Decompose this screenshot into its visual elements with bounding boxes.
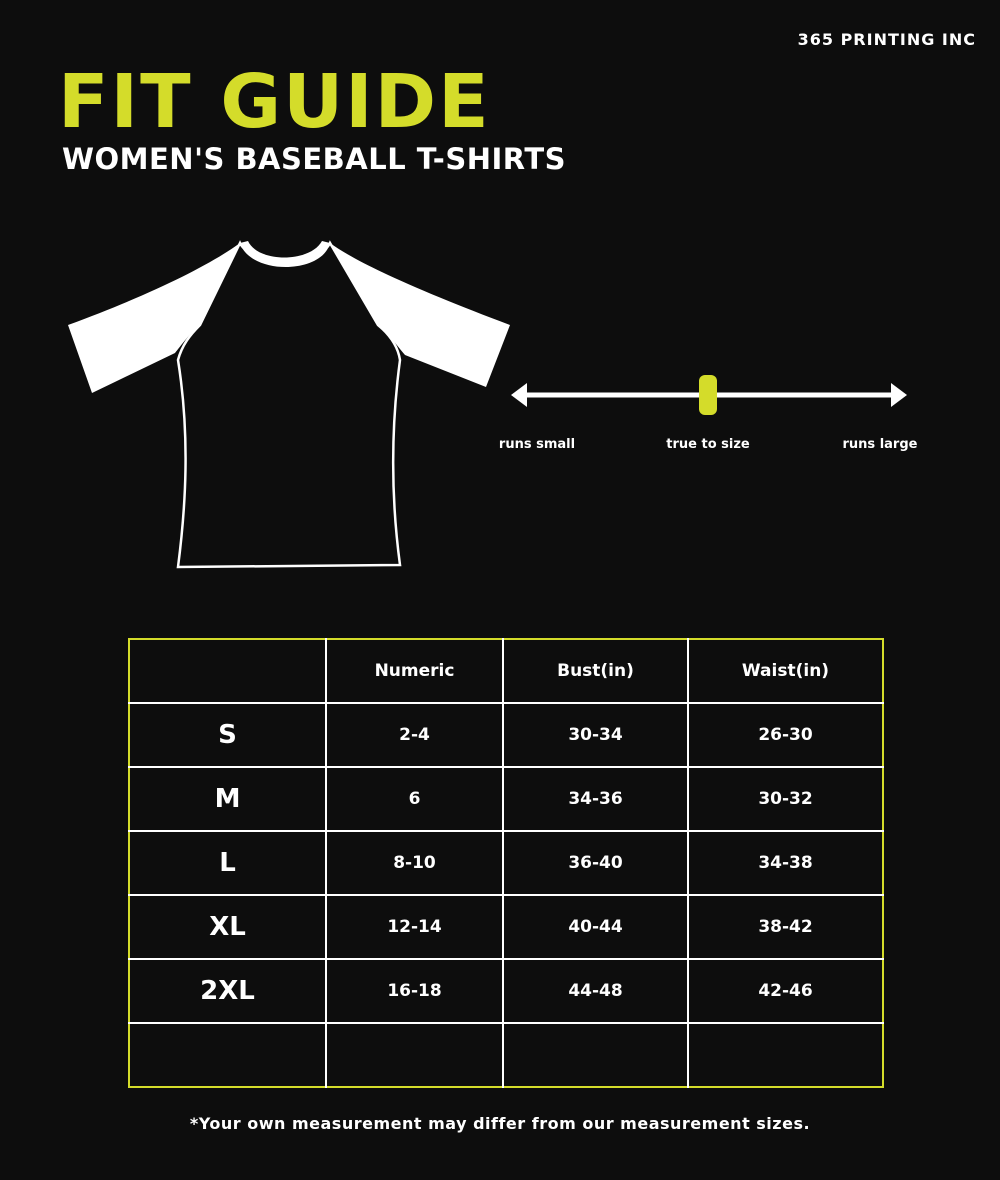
cell-waist: 30-32 bbox=[687, 766, 883, 832]
cell-bust bbox=[502, 1022, 689, 1087]
header-numeric: Numeric bbox=[325, 639, 504, 703]
table-row bbox=[129, 1022, 883, 1087]
cell-numeric: 6 bbox=[325, 766, 504, 832]
table-row: M 6 34-36 30-32 bbox=[129, 766, 883, 832]
table-row: L 8-10 36-40 34-38 bbox=[129, 830, 883, 896]
cell-waist: 42-46 bbox=[687, 958, 883, 1024]
cell-size: 2XL bbox=[129, 958, 327, 1024]
cell-numeric: 8-10 bbox=[325, 830, 504, 896]
cell-size bbox=[129, 1022, 327, 1087]
table-row: 2XL 16-18 44-48 42-46 bbox=[129, 958, 883, 1024]
collar bbox=[240, 241, 330, 267]
header-bust: Bust(in) bbox=[502, 639, 689, 703]
cell-bust: 44-48 bbox=[502, 958, 689, 1024]
cell-size: M bbox=[129, 766, 327, 832]
right-sleeve bbox=[330, 243, 510, 387]
header-waist: Waist(in) bbox=[687, 639, 883, 703]
cell-waist bbox=[687, 1022, 883, 1087]
label-runs-small: runs small bbox=[498, 437, 576, 452]
fit-scale-arrow bbox=[511, 375, 907, 415]
cell-size: XL bbox=[129, 894, 327, 960]
table-header-row: Numeric Bust(in) Waist(in) bbox=[129, 639, 883, 703]
cell-size: S bbox=[129, 702, 327, 768]
cell-size: L bbox=[129, 830, 327, 896]
cell-bust: 36-40 bbox=[502, 830, 689, 896]
page-subtitle: WOMEN'S BASEBALL T-SHIRTS bbox=[62, 142, 566, 176]
table-row: XL 12-14 40-44 38-42 bbox=[129, 894, 883, 960]
baseball-tshirt-illustration bbox=[68, 240, 510, 569]
label-runs-large: runs large bbox=[842, 437, 918, 452]
arrow-right-icon bbox=[891, 383, 907, 407]
cell-bust: 34-36 bbox=[502, 766, 689, 832]
cell-numeric: 16-18 bbox=[325, 958, 504, 1024]
arrow-left-icon bbox=[511, 383, 527, 407]
label-true-to-size: true to size bbox=[666, 437, 750, 452]
header-cell bbox=[129, 639, 327, 703]
page-title: FIT GUIDE bbox=[58, 59, 491, 145]
cell-waist: 34-38 bbox=[687, 830, 883, 896]
size-chart-table: Numeric Bust(in) Waist(in) S 2-4 30-34 26-3… bbox=[128, 638, 884, 1088]
cell-waist: 26-30 bbox=[687, 702, 883, 768]
cell-numeric: 12-14 bbox=[325, 894, 504, 960]
footnote: *Your own measurement may differ from ou… bbox=[189, 1114, 811, 1133]
cell-waist: 38-42 bbox=[687, 894, 883, 960]
cell-numeric: 2-4 bbox=[325, 702, 504, 768]
table-row: S 2-4 30-34 26-30 bbox=[129, 702, 883, 768]
fit-indicator bbox=[699, 375, 717, 415]
brand-name: 365 PRINTING INC bbox=[797, 30, 976, 49]
cell-numeric bbox=[325, 1022, 504, 1087]
fit-scale: runs small true to size runs large bbox=[499, 370, 917, 480]
cell-bust: 30-34 bbox=[502, 702, 689, 768]
cell-bust: 40-44 bbox=[502, 894, 689, 960]
left-sleeve bbox=[68, 243, 240, 393]
